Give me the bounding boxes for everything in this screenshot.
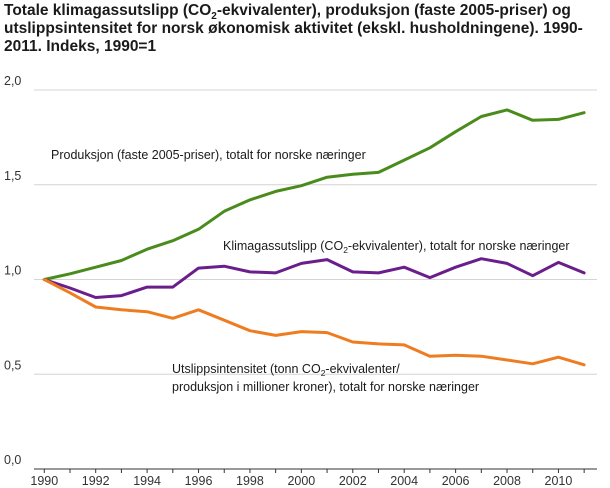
title-text-part2: -ekvivalenter), produksjon (faste 2005-p…: [4, 2, 583, 55]
y-tick-label: 1,0: [4, 264, 21, 278]
series-label-3: Utslippsintensitet (tonn CO2-ekvivalente…: [172, 362, 400, 378]
series-labels: Produksjon (faste 2005-priser), totalt f…: [51, 148, 570, 394]
series-label-text: -ekvivalenter), totalt for norske næring…: [348, 239, 570, 253]
x-tick-label: 1998: [236, 474, 264, 488]
x-tick-label: 2006: [442, 474, 470, 488]
series-label-subscript: 2: [343, 245, 348, 255]
x-tick-label: 1996: [185, 474, 213, 488]
x-tick-label: 1992: [82, 474, 110, 488]
series-label-text: -ekvivalenter/: [325, 362, 400, 376]
series-label-text: Klimagassutslipp (CO: [223, 239, 343, 253]
series-label-subscript: 2: [321, 368, 326, 378]
axes: 0,0 0,5 1,0 1,5 2,0 1990 1992 1994 1996 1998 2000 2…: [4, 74, 597, 488]
series-line-2: [42, 257, 586, 299]
x-tick-label: 2000: [287, 474, 315, 488]
series-line-3: [42, 278, 586, 367]
series-line-1: [42, 108, 586, 281]
title-subscript: 2: [211, 11, 217, 23]
gridlines: [34, 89, 597, 375]
series-label-text: Utslippsintensitet (tonn CO: [172, 362, 321, 376]
series-lines: [42, 108, 586, 367]
series-label-1: Produksjon (faste 2005-priser), totalt f…: [51, 148, 366, 162]
series-label-text: Produksjon (faste 2005-priser), totalt f…: [51, 148, 366, 162]
y-tick-label: 1,5: [4, 169, 21, 183]
series-label-2: Klimagassutslipp (CO2-ekvivalenter), tot…: [223, 239, 570, 255]
y-tick-label: 2,0: [4, 74, 21, 88]
x-tick-label: 2008: [493, 474, 521, 488]
chart-title: Totale klimagassutslipp (CO2-ekvivalente…: [4, 2, 606, 56]
x-tick-label: 1994: [133, 474, 161, 488]
y-tick-label: 0,5: [4, 358, 21, 372]
series-label-text: produksjon i millioner kroner), totalt f…: [172, 380, 479, 394]
x-tick-label: 1990: [30, 474, 58, 488]
title-text-part1: Totale klimagassutslipp (CO: [4, 2, 212, 19]
series-label-3: produksjon i millioner kroner), totalt f…: [172, 380, 479, 394]
x-tick-label: 2002: [339, 474, 367, 488]
y-tick-label: 0,0: [4, 453, 21, 467]
x-tick-label: 2004: [390, 474, 418, 488]
x-tick-label: 2010: [545, 474, 573, 488]
